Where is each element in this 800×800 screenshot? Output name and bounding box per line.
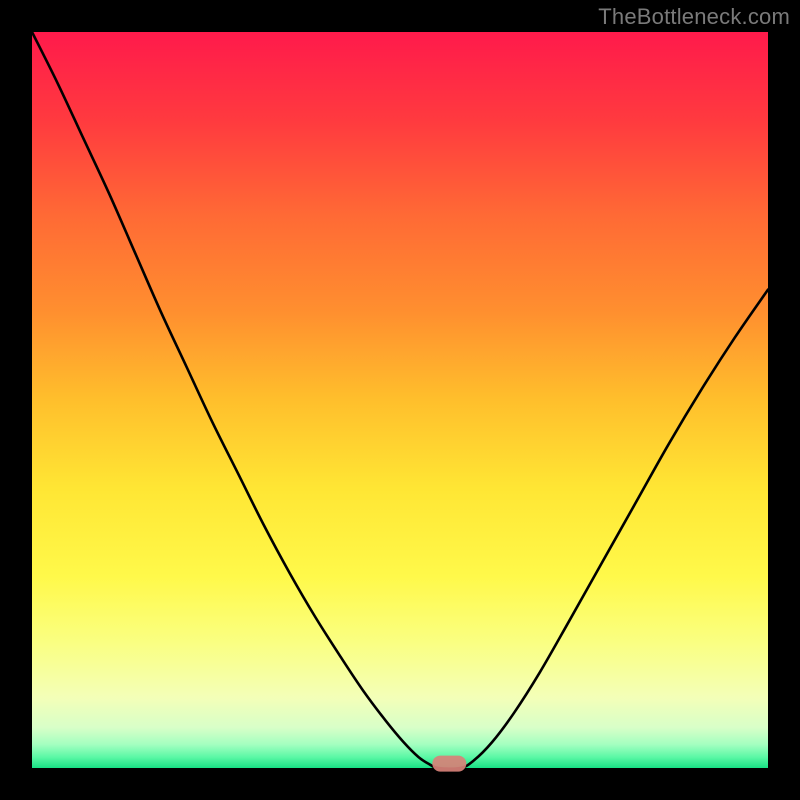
chart-stage: TheBottleneck.com bbox=[0, 0, 800, 800]
watermark-text: TheBottleneck.com bbox=[598, 4, 790, 30]
bottleneck-chart bbox=[0, 0, 800, 800]
plot-area bbox=[32, 32, 768, 768]
optimal-marker bbox=[432, 756, 466, 772]
